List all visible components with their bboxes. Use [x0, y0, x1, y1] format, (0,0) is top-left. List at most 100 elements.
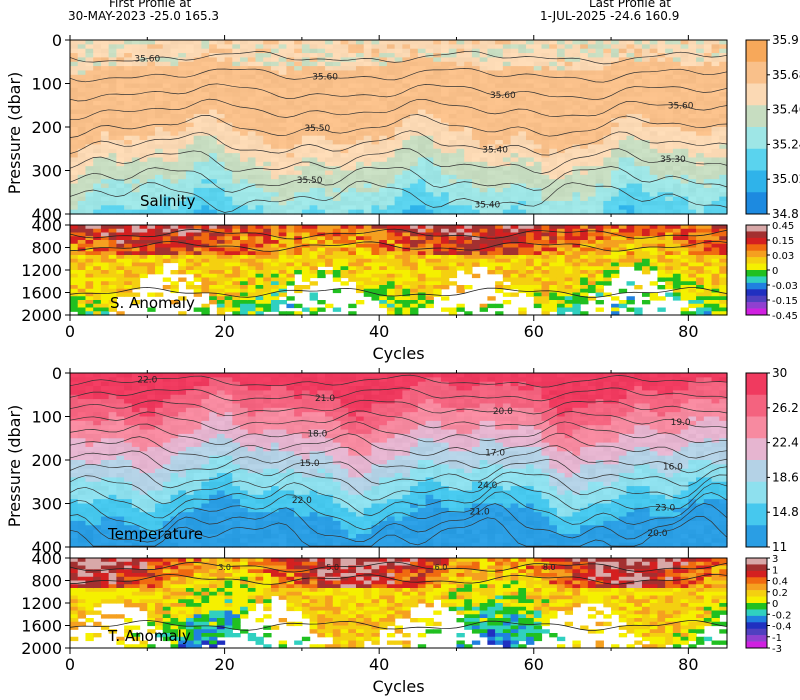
heatmap-cell — [402, 285, 411, 290]
heatmap-cell — [433, 236, 442, 241]
heatmap-cell — [703, 179, 713, 185]
heatmap-cell — [541, 240, 550, 245]
heatmap-cell — [603, 96, 612, 102]
heatmap-cell — [495, 170, 504, 176]
heatmap-cell — [510, 48, 519, 54]
heatmap-cell — [703, 92, 713, 98]
heatmap-cell — [417, 247, 427, 252]
heatmap-cell — [564, 196, 574, 202]
heatmap-cell — [595, 113, 604, 119]
heatmap-cell — [224, 92, 233, 98]
heatmap-cell — [649, 57, 659, 63]
heatmap-cell — [162, 113, 172, 119]
heatmap-cell — [85, 303, 94, 309]
heatmap-cell — [433, 92, 442, 98]
heatmap-cell — [178, 83, 187, 89]
heatmap-cell — [201, 277, 210, 282]
heatmap-cell — [139, 232, 148, 237]
heatmap-cell — [533, 179, 543, 185]
heatmap-cell — [216, 179, 226, 185]
heatmap-cell — [255, 273, 264, 279]
heatmap-cell — [355, 170, 365, 176]
heatmap-cell — [448, 255, 458, 260]
heatmap-cell — [680, 57, 689, 63]
heatmap-cell — [209, 70, 218, 76]
heatmap-cell — [224, 281, 233, 286]
heatmap-cell — [425, 240, 434, 245]
heatmap-cell — [626, 135, 635, 141]
heatmap-cell — [410, 209, 419, 215]
heatmap-cells — [70, 225, 728, 316]
heatmap-cell — [325, 200, 334, 206]
heatmap-cell — [425, 61, 434, 67]
heatmap-cell — [433, 118, 442, 124]
heatmap-cell — [131, 122, 141, 128]
heatmap-cell — [641, 225, 651, 230]
heatmap-cell — [270, 255, 280, 260]
heatmap-cell — [116, 161, 125, 167]
heatmap-cell — [487, 157, 496, 163]
heatmap-cell — [595, 66, 604, 72]
heatmap-cell — [410, 40, 419, 45]
heatmap-cell — [657, 122, 666, 128]
heatmap-cell — [116, 174, 125, 180]
heatmap-cell — [139, 57, 148, 63]
heatmap-cell — [417, 40, 427, 45]
heatmap-cell — [332, 205, 342, 211]
heatmap-cell — [240, 247, 249, 252]
heatmap-cell — [386, 273, 396, 279]
heatmap-cell — [116, 96, 125, 102]
heatmap-cell — [162, 228, 172, 234]
heatmap-cell — [502, 92, 512, 98]
heatmap-cell — [603, 48, 612, 54]
heatmap-cell — [479, 161, 488, 167]
heatmap-cell — [379, 118, 388, 124]
heatmap-cell — [263, 44, 272, 50]
heatmap-cell — [641, 44, 651, 50]
heatmap-cell — [394, 174, 403, 180]
heatmap-cell — [471, 196, 481, 202]
heatmap-cell — [657, 243, 666, 249]
heatmap-cell — [309, 281, 318, 286]
heatmap-cell — [77, 183, 87, 189]
heatmap-cell — [456, 109, 465, 115]
heatmap-cell — [564, 262, 574, 267]
heatmap-cell — [232, 122, 241, 128]
heatmap-cell — [510, 92, 519, 98]
heatmap-cell — [595, 127, 604, 132]
heatmap-cell — [448, 135, 458, 141]
heatmap-cell — [518, 96, 527, 102]
heatmap-cell — [402, 127, 411, 132]
heatmap-cell — [332, 79, 342, 85]
heatmap-cell — [317, 307, 326, 312]
heatmap-cell — [139, 100, 148, 106]
heatmap-cell — [325, 270, 334, 275]
heatmap-cell — [425, 122, 434, 128]
heatmap-cell — [556, 87, 566, 93]
heatmap-cell — [216, 225, 226, 230]
heatmap-cell — [371, 292, 380, 297]
heatmap-cell — [417, 157, 427, 163]
heatmap-cell — [224, 179, 233, 185]
heatmap-cell — [595, 105, 604, 111]
heatmap-cell — [294, 270, 303, 275]
heatmap-cell — [240, 228, 249, 234]
heatmap-cell — [363, 53, 373, 58]
heatmap-cell — [703, 148, 713, 154]
heatmap-cell — [595, 270, 604, 275]
heatmap-cell — [688, 174, 697, 180]
heatmap-cell — [402, 247, 411, 252]
heatmap-cell — [224, 232, 233, 237]
heatmap-cell — [541, 66, 550, 72]
heatmap-cell — [556, 292, 566, 297]
heatmap-cell — [232, 285, 241, 290]
heatmap-cell — [719, 205, 728, 211]
heatmap-cell — [247, 140, 257, 145]
heatmap-cell — [649, 109, 659, 115]
heatmap-cell — [433, 270, 442, 275]
heatmap-cell — [556, 40, 566, 45]
heatmap-cell — [541, 70, 550, 76]
heatmap-cell — [402, 140, 411, 145]
heatmap-cell — [201, 109, 210, 115]
heatmap-cell — [386, 83, 396, 89]
